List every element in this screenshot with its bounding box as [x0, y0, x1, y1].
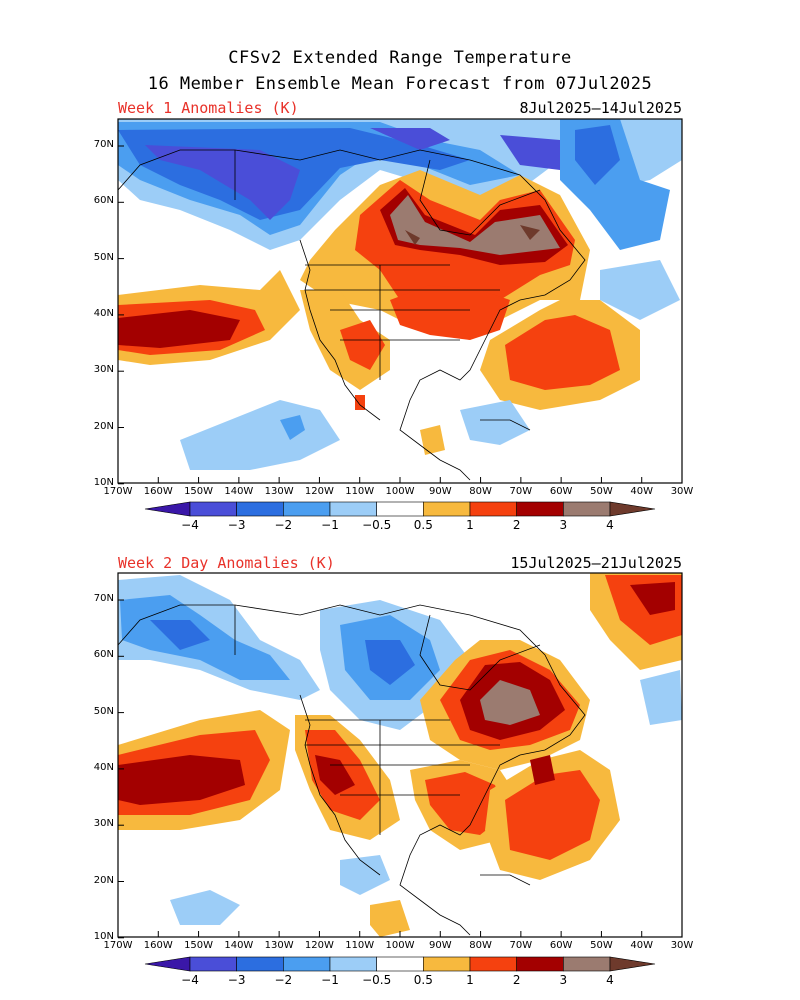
lon-label: 70W	[509, 486, 533, 497]
figure-title-line1: CFSv2 Extended Range Temperature	[228, 48, 572, 68]
lon-label: 90W	[428, 940, 452, 951]
lon-label: 150W	[184, 486, 214, 497]
colorbar-segment	[329, 956, 377, 972]
lat-label: 30N	[93, 364, 114, 376]
lat-label: 50N	[93, 705, 114, 717]
colorbar-label: 0.5	[413, 518, 433, 532]
colorbar-label: 3	[559, 973, 568, 987]
lon-label: 40W	[630, 486, 654, 497]
colorbar-arrow-left	[144, 956, 191, 972]
colorbar-arrow-left	[144, 501, 191, 517]
colorbar-arrow-right	[609, 956, 656, 972]
lon-label: 50W	[590, 486, 613, 497]
colorbar-segment	[236, 501, 284, 517]
lon-label: 140W	[224, 940, 254, 951]
lon-label: 60W	[549, 486, 573, 497]
lat-label: 40N	[93, 307, 114, 319]
lat-label: 60N	[93, 195, 114, 207]
lat-label: 70N	[93, 593, 114, 604]
colorbar-label: −3	[227, 973, 246, 987]
colorbar-1	[144, 501, 656, 517]
colorbar-label: 4	[606, 518, 614, 532]
colorbar-label: 2	[512, 973, 521, 987]
lat-label: 20N	[93, 874, 114, 886]
lat-label: 10N	[93, 930, 114, 942]
panel2-label: Week 2 Day Anomalies (K)	[118, 554, 335, 572]
lon-label: 100W	[385, 486, 415, 497]
lon-label: 60W	[549, 940, 573, 951]
lon-label: 170W	[103, 486, 133, 497]
lon-label: 130W	[264, 940, 294, 951]
panel2-dates: 15Jul2025–21Jul2025	[510, 554, 682, 572]
colorbar-segment	[329, 501, 377, 517]
colorbar-label: −0.5	[362, 518, 392, 532]
colorbar-segment	[563, 956, 611, 972]
lon-label: 80W	[469, 940, 492, 951]
figure-title-line2: 16 Member Ensemble Mean Forecast from 07…	[147, 74, 653, 94]
colorbar-segment	[423, 501, 471, 517]
lon-label: 120W	[304, 940, 334, 951]
colorbar-label: −4	[181, 518, 199, 532]
lon-label: 110W	[345, 486, 375, 497]
colorbar-label: −1	[321, 518, 339, 532]
panel1-dates: 8Jul2025–14Jul2025	[519, 99, 682, 117]
colorbar-label: 1	[466, 973, 474, 987]
lon-label: 110W	[345, 940, 375, 951]
colorbar-segment	[563, 501, 611, 517]
colorbar-segment	[423, 956, 471, 972]
colorbar-label: 3	[559, 518, 568, 532]
colorbar-segment	[469, 956, 517, 972]
colorbar-segment	[516, 956, 564, 972]
colorbar-label: −3	[227, 518, 246, 532]
colorbar-segment	[189, 956, 237, 972]
panel2-map	[118, 573, 682, 937]
lon-label: 80W	[469, 486, 492, 497]
lon-label: 90W	[428, 486, 452, 497]
lon-label: 30W	[670, 486, 694, 497]
colorbar-label: 0.5	[413, 973, 433, 987]
lat-label: 40N	[93, 761, 114, 773]
colorbar-label: −2	[274, 973, 293, 987]
lon-label: 140W	[224, 486, 254, 497]
colorbar-label: 4	[606, 973, 614, 987]
colorbar-segment	[516, 501, 564, 517]
lon-label: 150W	[184, 940, 214, 951]
colorbar-arrow-right	[609, 501, 656, 517]
colorbar-label: 2	[512, 518, 521, 532]
lon-label: 130W	[264, 486, 294, 497]
colorbar-segment	[376, 956, 424, 972]
colorbar-label: −0.5	[362, 973, 392, 987]
panel1-label: Week 1 Anomalies (K)	[118, 99, 299, 117]
colorbar-segment	[236, 956, 284, 972]
lat-label: 10N	[93, 476, 114, 488]
colorbar-label: 1	[466, 518, 474, 532]
lat-label: 30N	[93, 818, 114, 830]
lon-label: 170W	[103, 940, 133, 951]
colorbar-segment	[283, 956, 331, 972]
colorbar-label: −4	[181, 973, 199, 987]
lon-label: 40W	[630, 940, 654, 951]
colorbar-label: −1	[321, 973, 339, 987]
lon-label: 100W	[385, 940, 415, 951]
lat-label: 70N	[93, 139, 114, 150]
lat-label: 50N	[93, 251, 114, 263]
lon-label: 30W	[670, 940, 694, 951]
lon-label: 70W	[509, 940, 533, 951]
colorbar-label: −2	[274, 518, 293, 532]
lat-label: 20N	[93, 420, 114, 432]
lon-label: 50W	[590, 940, 613, 951]
lon-label: 120W	[304, 486, 334, 497]
colorbar-segment	[283, 501, 331, 517]
colorbar-segment	[189, 501, 237, 517]
lon-label: 160W	[143, 486, 173, 497]
colorbar-2	[144, 956, 656, 972]
lon-label: 160W	[143, 940, 173, 951]
lat-label: 60N	[93, 649, 114, 661]
colorbar-segment	[376, 501, 424, 517]
colorbar-segment	[469, 501, 517, 517]
panel1-map	[118, 119, 682, 483]
